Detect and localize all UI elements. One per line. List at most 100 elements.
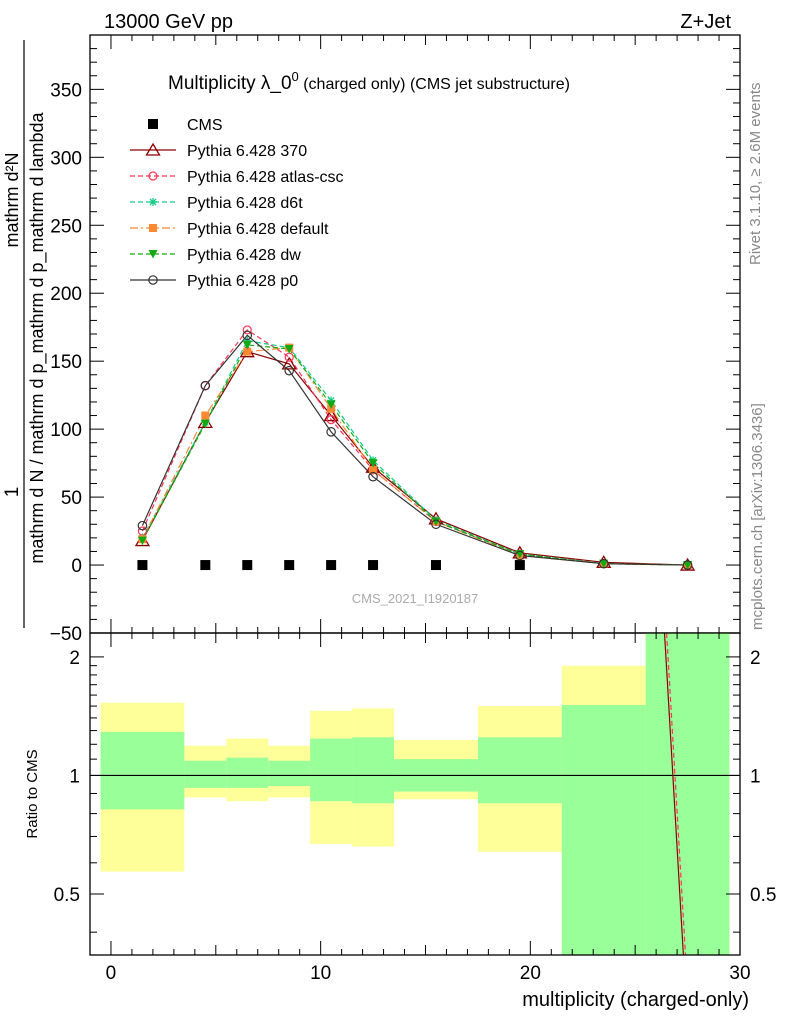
series-line-d6t: [141, 340, 688, 566]
legend-marker-atlas: [148, 171, 158, 181]
data-point-dw: [431, 517, 441, 527]
ratio-inner-band: [310, 738, 353, 802]
main-y-tick-label: 350: [50, 80, 82, 101]
data-point-cms: [430, 560, 441, 571]
ratio-y-tick-label: 0.5: [54, 885, 80, 906]
data-point-dw: [599, 559, 609, 569]
plot-title-sup: 0: [292, 69, 299, 84]
ratio-line-atlas: [666, 632, 687, 956]
ratio-y-axis-label: Ratio to CMS: [24, 749, 41, 838]
data-point-p0: [200, 380, 211, 391]
data-point-cms: [514, 560, 525, 571]
data-point-p0: [431, 519, 441, 530]
main-y-axis-label: 1 mathrm d²N mathrm d N / mathrm d p_mat…: [2, 40, 48, 628]
ratio-inner-band: [477, 737, 562, 804]
x-tick-label: 30: [729, 963, 750, 984]
ratio-y-tick-label-right: 0.5: [750, 885, 776, 906]
data-point-cms: [137, 560, 148, 571]
data-point-dw: [200, 419, 210, 429]
main-y-tick-label: 150: [50, 352, 82, 373]
data-point-atlas: [326, 415, 336, 425]
legend-label-atlas: Pythia 6.428 atlas-csc: [187, 169, 344, 186]
watermark-label: CMS_2021_I1920187: [352, 591, 479, 606]
y-label-denominator: mathrm d N / mathrm d p_mathrm d p_mathr…: [27, 111, 48, 563]
series-line-atlas: [141, 329, 688, 566]
main-y-tick-label: 200: [50, 284, 82, 305]
data-point-p0: [326, 427, 336, 437]
legend-marker-default: [149, 224, 157, 232]
main-y-tick-label: 250: [50, 216, 82, 237]
data-point-p370: [323, 408, 339, 422]
ratio-panel: 0.5 0.51 12 20 10 20 30 Ratio to CMS multiplic…: [24, 632, 776, 1011]
data-point-dw: [284, 344, 294, 354]
ratio-y-tick-label-right: 1: [750, 766, 761, 787]
main-y-tick-label: 0: [71, 556, 82, 577]
ratio-inner-band: [226, 757, 269, 788]
data-point-atlas: [242, 325, 252, 335]
ratio-inner-band: [561, 704, 646, 955]
plot-title: Multiplicity λ_00 (charged only) (CMS je…: [168, 69, 570, 94]
legend-label-default: Pythia 6.428 default: [187, 221, 329, 238]
data-point-p0: [515, 550, 525, 561]
data-point-dw: [683, 561, 693, 570]
data-point-cms: [368, 560, 379, 571]
main-y-tick-label: 300: [50, 148, 82, 169]
legend-marker-cms: [148, 119, 158, 129]
legend-label-p370: Pythia 6.428 370: [187, 143, 307, 160]
series-line-p370: [141, 350, 688, 566]
data-point-cms: [242, 560, 253, 571]
legend-marker-dw: [148, 250, 158, 259]
rivet-version-label: Rivet 3.1.10, ≥ 2.6M events: [747, 83, 764, 266]
data-point-dw: [242, 340, 252, 350]
legend-label-dw: Pythia 6.428 dw: [187, 247, 301, 264]
legend-label-p0: Pythia 6.428 p0: [187, 273, 298, 290]
ratio-inner-band: [268, 760, 311, 787]
x-tick-label: 10: [310, 963, 331, 984]
main-axis-ticks: −50 0 50 100 150 200 250 300 350: [50, 34, 741, 645]
x-tick-label: 20: [520, 963, 541, 984]
main-y-tick-label: 50: [61, 488, 82, 509]
legend-marker-p370: [145, 142, 161, 156]
data-point-dw: [137, 536, 147, 546]
x-tick-label: 0: [106, 963, 117, 984]
legend-label-d6t: Pythia 6.428 d6t: [187, 195, 303, 212]
data-point-p0: [682, 560, 693, 570]
ratio-inner-band: [645, 633, 730, 955]
data-point-default: [201, 411, 210, 420]
ratio-inner-band: [100, 731, 185, 810]
main-y-tick-label: −50: [50, 624, 82, 645]
legend-marker-p0: [148, 275, 158, 285]
legend-label-cms: CMS: [187, 117, 223, 134]
data-point-p0: [137, 520, 148, 531]
main-panel: −50 0 50 100 150 200 250 300 350 CMS_2021_I19201…: [2, 34, 741, 645]
data-point-default: [243, 347, 252, 356]
data-point-p0: [242, 330, 253, 341]
ratio-bands: [100, 633, 730, 955]
ratio-lines: [90, 632, 740, 956]
plot-title-suffix: (charged only) (CMS jet substructure): [299, 76, 570, 93]
data-point-dw: [326, 400, 336, 410]
ratio-y-tick-label: 1: [69, 766, 80, 787]
data-point-cms: [284, 560, 295, 571]
data-point-p370: [281, 356, 297, 370]
plot-title-main: Multiplicity λ_0: [168, 73, 292, 94]
ratio-y-tick-label-right: 2: [750, 648, 761, 669]
ratio-inner-band: [184, 760, 227, 788]
y-label-top: 1: [2, 487, 23, 498]
main-y-tick-label: 100: [50, 420, 82, 441]
process-label: Z+Jet: [680, 11, 731, 33]
y-label-numerator: mathrm d²N: [2, 152, 22, 247]
series-line-dw: [141, 344, 688, 566]
ratio-y-tick-label: 2: [69, 648, 80, 669]
main-series-group: [134, 325, 696, 571]
ratio-axis-ticks: 0.5 0.51 12 20 10 20 30: [54, 633, 776, 984]
legend-marker-d6t: [149, 198, 157, 206]
data-point-cms: [200, 560, 211, 571]
ratio-inner-band: [352, 737, 395, 804]
mcplots-label: mcplots.cern.ch [arXiv:1306.3436]: [749, 403, 766, 630]
data-point-p0: [368, 471, 378, 482]
data-point-default: [369, 465, 378, 474]
ratio-line-p370: [663, 632, 684, 956]
energy-label: 13000 GeV pp: [104, 11, 233, 33]
